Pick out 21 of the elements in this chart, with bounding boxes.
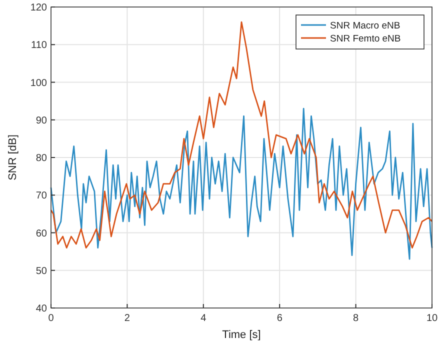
x-tick-label: 0: [48, 313, 54, 324]
x-tick-label: 10: [426, 313, 438, 324]
x-axis-title: Time [s]: [222, 329, 261, 341]
line-series: [50, 21, 433, 248]
y-tick-label: 50: [36, 266, 48, 277]
y-tick-label: 70: [36, 190, 48, 202]
legend-label: SNR Femto eNB: [330, 34, 401, 44]
x-tick-label: 6: [276, 313, 283, 324]
x-tick-label: 4: [200, 313, 207, 324]
x-tick-label: 2: [124, 313, 130, 324]
y-tick-label: 80: [36, 153, 48, 164]
y-tick-label: 110: [31, 40, 48, 52]
y-tick-label: 40: [36, 304, 48, 314]
x-tick-label: 8: [353, 313, 360, 324]
y-tick-label: 60: [36, 228, 48, 240]
y-tick-label: 120: [30, 2, 48, 14]
legend-label: SNR Macro eNB: [330, 20, 400, 32]
y-axis-title: SNR [dB]: [7, 134, 19, 180]
y-tick-label: 100: [30, 78, 48, 89]
line-series: [50, 108, 433, 260]
y-tick-label: 90: [36, 115, 48, 126]
